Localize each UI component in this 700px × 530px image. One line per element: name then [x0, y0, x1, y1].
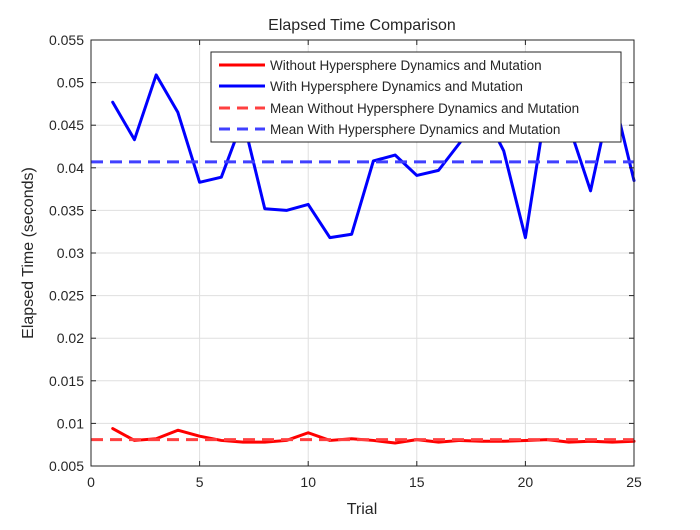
y-tick-label: 0.02: [57, 330, 84, 346]
legend-entry-label: Mean Without Hypersphere Dynamics and Mu…: [270, 101, 579, 116]
y-tick-label: 0.055: [49, 32, 84, 48]
y-tick-label: 0.025: [49, 288, 84, 304]
y-tick-label: 0.05: [57, 75, 84, 91]
legend-entry-label: Mean With Hypersphere Dynamics and Mutat…: [270, 122, 560, 137]
x-tick-label: 5: [196, 474, 204, 490]
y-tick-label: 0.01: [57, 415, 84, 431]
x-tick-label: 0: [87, 474, 95, 490]
x-tick-label: 25: [626, 474, 642, 490]
x-tick-label: 10: [300, 474, 316, 490]
x-tick-label: 15: [409, 474, 425, 490]
y-tick-label: 0.005: [49, 458, 84, 474]
y-tick-label: 0.045: [49, 117, 84, 133]
chart-title: Elapsed Time Comparison: [268, 17, 456, 34]
legend-entry-label: Without Hypersphere Dynamics and Mutatio…: [270, 58, 542, 73]
x-axis-label: Trial: [347, 501, 378, 518]
y-tick-label: 0.015: [49, 373, 84, 389]
legend-box: [210, 51, 622, 143]
legend-entry-label: With Hypersphere Dynamics and Mutation: [270, 79, 523, 94]
axis-ticks: 0 5 10 15 20 25 0.005 0.01 0.015 0.02 0.025 0.03 0.0…: [49, 32, 642, 490]
x-tick-label: 20: [518, 474, 534, 490]
y-tick-label: 0.04: [57, 160, 84, 176]
y-tick-label: 0.035: [49, 202, 84, 218]
legend: Without Hypersphere Dynamics and Mutatio…: [210, 51, 622, 143]
y-axis-label: Elapsed Time (seconds): [20, 167, 37, 339]
y-tick-label: 0.03: [57, 245, 84, 261]
